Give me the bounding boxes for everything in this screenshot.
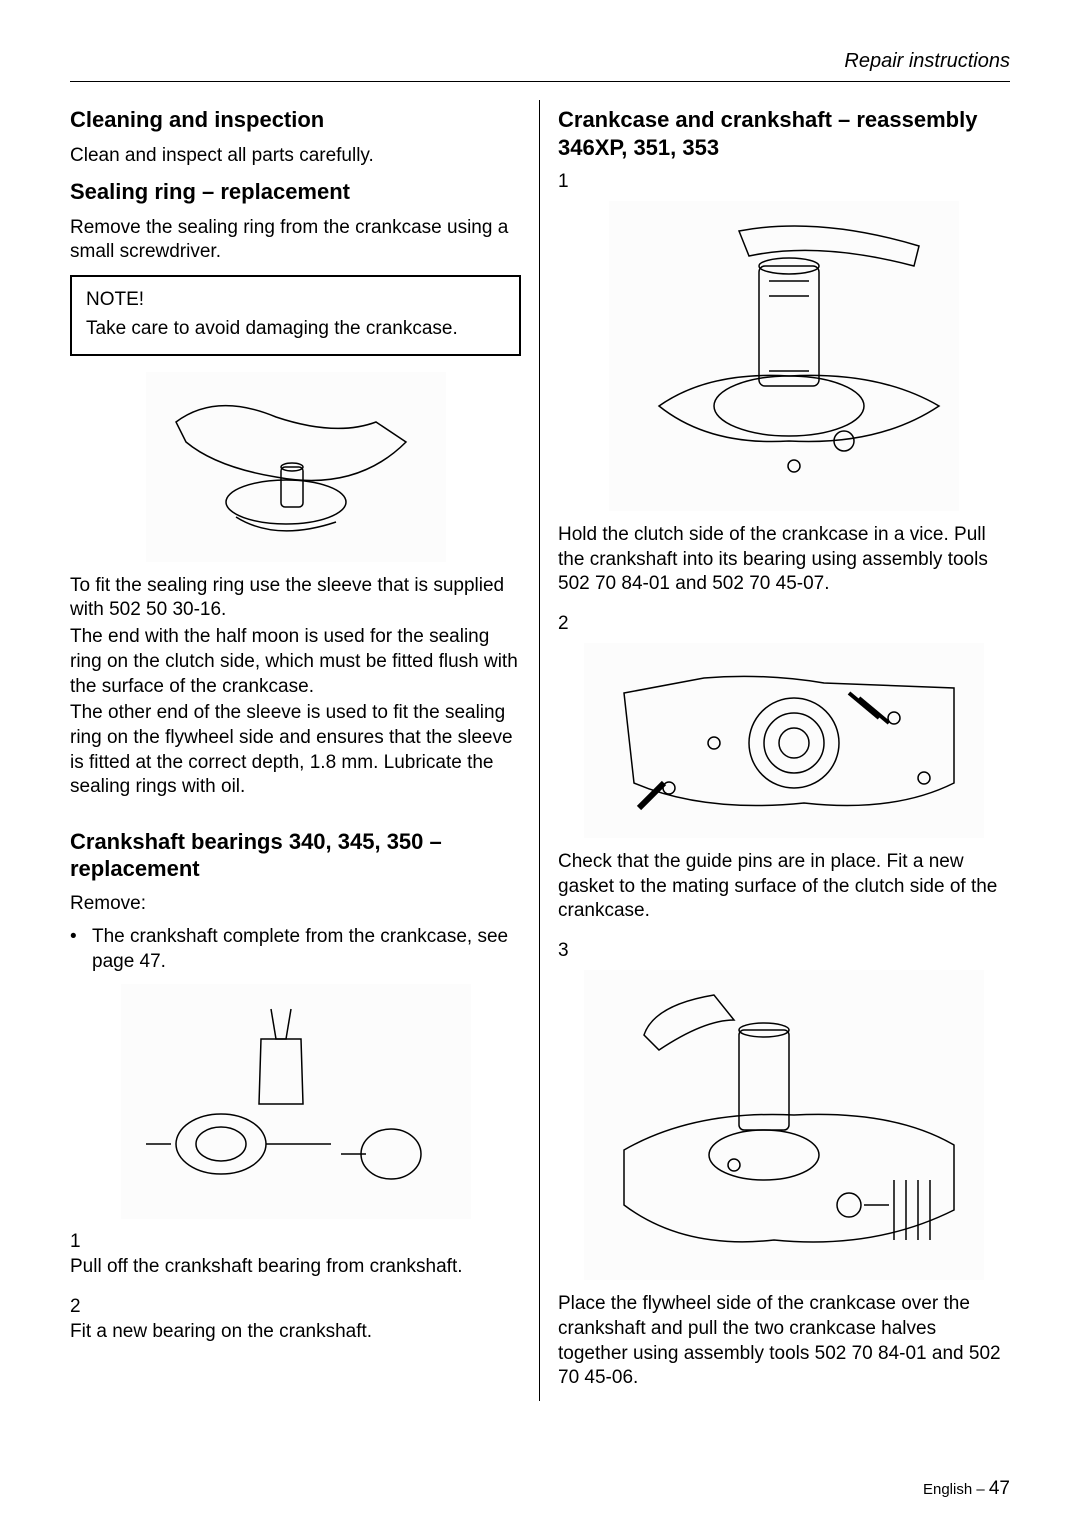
step1-text: Pull off the crankshaft bearing from cra… — [70, 1255, 521, 1280]
heading-sealing-ring: Sealing ring – replacement — [70, 178, 521, 206]
figure-right-3 — [584, 970, 984, 1280]
right-step2-number: 2 — [558, 613, 1010, 635]
right-step3-number: 3 — [558, 940, 1010, 962]
figure-crankshaft-bearing — [121, 984, 471, 1219]
bullet-crankshaft-complete: • The crankshaft complete from the crank… — [70, 925, 521, 974]
right-step1-number: 1 — [558, 171, 1010, 193]
header-category: Repair instructions — [70, 50, 1010, 73]
right-column: Crankcase and crankshaft – reassembly 34… — [540, 100, 1010, 1401]
text-fit-sleeve: To fit the sealing ring use the sleeve t… — [70, 574, 521, 623]
heading-cleaning: Cleaning and inspection — [70, 106, 521, 134]
left-column: Cleaning and inspection Clean and inspec… — [70, 100, 540, 1401]
step2-number: 2 — [70, 1296, 521, 1318]
header-rule — [70, 81, 1010, 82]
heading-crankshaft-bearings: Crankshaft bearings 340, 345, 350 – repl… — [70, 828, 521, 883]
note-body: Take care to avoid damaging the crankcas… — [86, 317, 505, 342]
step2-text: Fit a new bearing on the crankshaft. — [70, 1320, 521, 1345]
footer-lang: English — [923, 1481, 972, 1498]
right-step1-text: Hold the clutch side of the crankcase in… — [558, 523, 1010, 597]
step1-number: 1 — [70, 1231, 521, 1253]
text-remove-sealing: Remove the sealing ring from the crankca… — [70, 216, 521, 265]
note-label: NOTE! — [86, 289, 505, 311]
right-step3-text: Place the flywheel side of the crankcase… — [558, 1292, 1010, 1391]
footer-dash: – — [972, 1481, 989, 1498]
figure-right-1 — [609, 201, 959, 511]
figure-right-2 — [584, 643, 984, 838]
figure-sealing-ring — [146, 372, 446, 562]
footer-page-number: 47 — [989, 1478, 1010, 1499]
label-remove: Remove: — [70, 893, 521, 915]
right-step2-text: Check that the guide pins are in place. … — [558, 850, 1010, 924]
text-other-end: The other end of the sleeve is used to f… — [70, 701, 521, 800]
bullet-marker: • — [70, 925, 92, 974]
two-column-layout: Cleaning and inspection Clean and inspec… — [70, 100, 1010, 1401]
page-footer: English – 47 — [923, 1478, 1010, 1500]
note-box: NOTE! Take care to avoid damaging the cr… — [70, 275, 521, 356]
heading-crankcase-reassembly: Crankcase and crankshaft – reassembly 34… — [558, 106, 1010, 161]
text-half-moon: The end with the half moon is used for t… — [70, 625, 521, 699]
text-clean-inspect: Clean and inspect all parts carefully. — [70, 144, 521, 169]
bullet-text: The crankshaft complete from the crankca… — [92, 925, 521, 974]
